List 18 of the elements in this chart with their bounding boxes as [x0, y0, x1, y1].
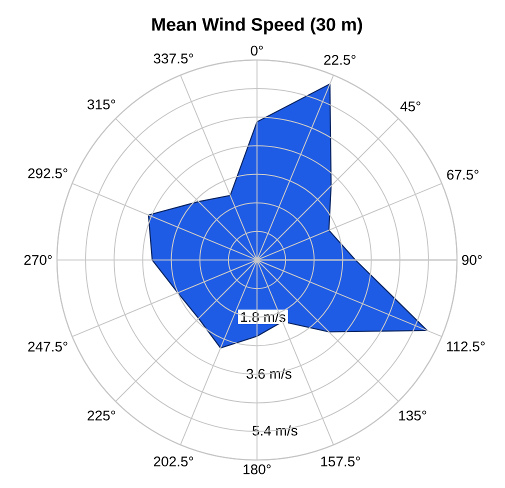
spoke-label: 0° — [250, 46, 263, 56]
spoke-label: 202.5° — [154, 456, 194, 466]
spoke-label: 112.5° — [447, 342, 485, 352]
spoke-label: 247.5° — [28, 342, 68, 352]
spoke-label: 45° — [400, 101, 420, 112]
spoke-label: 315° — [88, 100, 116, 110]
spoke-label: 67.5° — [447, 170, 478, 180]
spoke-label: 337.5° — [154, 54, 194, 64]
spoke-label: 135° — [399, 410, 426, 420]
spoke-label: 22.5° — [324, 54, 356, 65]
spoke-label: 90° — [462, 255, 482, 265]
spoke-label: 180° — [244, 464, 271, 474]
spoke-label: 157.5° — [321, 456, 360, 466]
y-tick-label: 3.6 m/s — [246, 368, 292, 379]
spoke-label: 292.5° — [28, 168, 68, 178]
spoke-label: 225° — [88, 410, 116, 420]
spoke-label: 270° — [24, 255, 52, 265]
chart-title: Mean Wind Speed (30 m) — [152, 18, 362, 34]
